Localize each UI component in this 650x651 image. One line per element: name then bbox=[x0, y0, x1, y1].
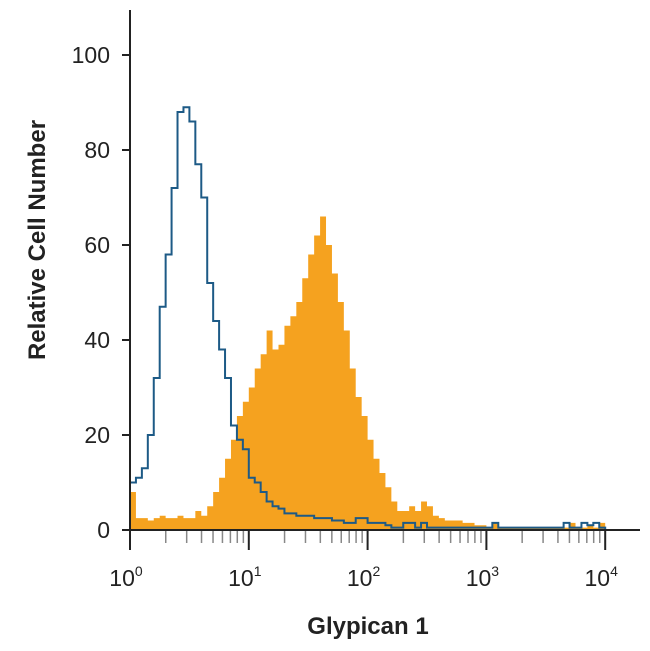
series-stained-fill bbox=[130, 216, 606, 530]
x-tick-label: 104 bbox=[585, 563, 619, 591]
y-tick-label: 80 bbox=[84, 137, 110, 163]
x-tick-label: 101 bbox=[228, 563, 262, 591]
x-axis-label: Glypican 1 bbox=[307, 613, 428, 640]
series-layer bbox=[129, 106, 607, 530]
y-axis-label: Relative Cell Number bbox=[24, 120, 51, 360]
x-ticks: 100 101 102 103 104 bbox=[109, 530, 618, 591]
y-tick-label: 100 bbox=[72, 42, 110, 68]
y-tick-label: 60 bbox=[84, 232, 110, 258]
series-isotype-outline bbox=[129, 106, 607, 529]
axes bbox=[129, 10, 640, 531]
y-tick-label: 40 bbox=[84, 327, 110, 353]
x-tick-label: 103 bbox=[466, 563, 500, 591]
y-ticks: 0 20 40 60 80 100 bbox=[72, 42, 130, 543]
y-tick-label: 20 bbox=[84, 422, 110, 448]
x-tick-label: 102 bbox=[347, 563, 381, 591]
y-tick-label: 0 bbox=[97, 517, 110, 543]
x-tick-label: 100 bbox=[109, 563, 143, 591]
